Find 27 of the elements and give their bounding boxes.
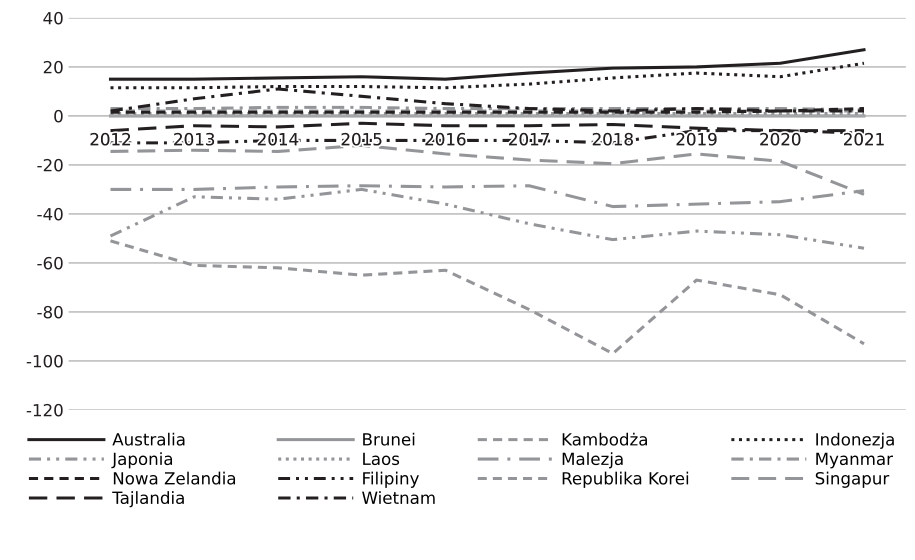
legend-label: Republika Korei [562, 472, 688, 488]
y-tick-label: 40 [43, 12, 63, 24]
x-tick-label: 2021 [844, 132, 884, 146]
x-tick-label: 2012 [90, 132, 130, 146]
y-tick-label: -120 [26, 404, 63, 416]
y-tick-label: -40 [37, 208, 63, 220]
legend-label: Japonia [111, 452, 172, 468]
legend-label: Australia [112, 432, 184, 446]
legend-label: Malezja [562, 452, 623, 468]
legend-label: Nowa Zelandia [114, 472, 236, 485]
legend-label: Brunei [363, 432, 414, 446]
y-tick-label: 20 [44, 60, 63, 74]
legend-label: Tajlandia [112, 491, 184, 508]
y-tick-label: -60 [37, 256, 63, 270]
y-tick-label: -20 [37, 158, 63, 172]
y-tick-label: -80 [37, 306, 63, 318]
x-tick-label: 2019 [676, 132, 717, 146]
legend-label: Indonezja [816, 432, 894, 449]
legend-label: Myanmar [816, 452, 893, 468]
y-tick-label: 0 [54, 110, 63, 122]
legend-label: Singapur [816, 472, 890, 488]
y-tick-label: -100 [26, 354, 63, 368]
legend-label: Filipiny [363, 472, 419, 488]
legend-label: Wietnam [362, 491, 435, 504]
legend-label: Kambodża [562, 432, 647, 446]
x-tick-label: 2020 [760, 132, 800, 146]
legend-label: Laos [363, 452, 400, 466]
